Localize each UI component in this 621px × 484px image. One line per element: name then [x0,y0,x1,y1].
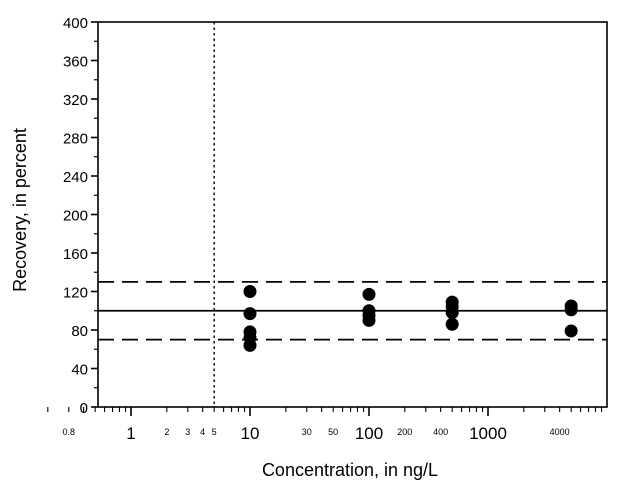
y-tick-label: 40 [71,362,88,379]
x-minor-tick-label: 200 [397,427,412,437]
x-major-tick-label: 100 [355,424,383,443]
data-point [243,307,257,321]
tick-labels: 0 40 80 120 160 200 240 280 320 360 400 1 10 100 1000 0… [63,15,570,443]
y-tick-label: 200 [63,208,88,225]
x-minor-tick-label: 0.8 [63,427,76,437]
x-minor-tick-label: 30 [302,427,312,437]
x-axis-title: Concentration, in ng/L [262,460,438,480]
data-point [564,303,578,317]
data-point [564,324,578,338]
data-point [243,338,257,352]
data-point [362,313,376,327]
x-minor-tick-label: 3 [185,427,190,437]
x-minor-tick-label: 2 [164,427,169,437]
y-tick-label: 360 [63,54,88,71]
y-axis-title: Recovery, in percent [10,128,30,292]
x-minor-tick-label: 400 [433,427,448,437]
x-minor-tick-label: 4000 [550,427,570,437]
axes [47,21,608,416]
y-tick-label: 120 [63,285,88,302]
y-tick-label: 280 [63,131,88,148]
y-tick-label: 80 [71,323,88,340]
data-point [445,317,459,331]
data-point [445,306,459,320]
y-tick-label: 400 [63,15,88,32]
x-minor-tick-label: 50 [328,427,338,437]
data-points [243,285,578,352]
y-tick-label: 160 [63,246,88,263]
y-tick-label: 0 [80,400,88,417]
plot-frame [97,21,608,408]
x-minor-tick-label: 4 [200,427,205,437]
x-major-tick-label: 1000 [469,424,507,443]
y-tick-label: 320 [63,92,88,109]
x-major-tick-label: 10 [241,424,260,443]
x-major-tick-label: 1 [126,424,135,443]
data-point [362,287,376,301]
data-point [243,285,257,298]
y-tick-label: 240 [63,169,88,186]
reference-lines [98,22,607,407]
x-minor-tick-label: 5 [212,427,217,437]
